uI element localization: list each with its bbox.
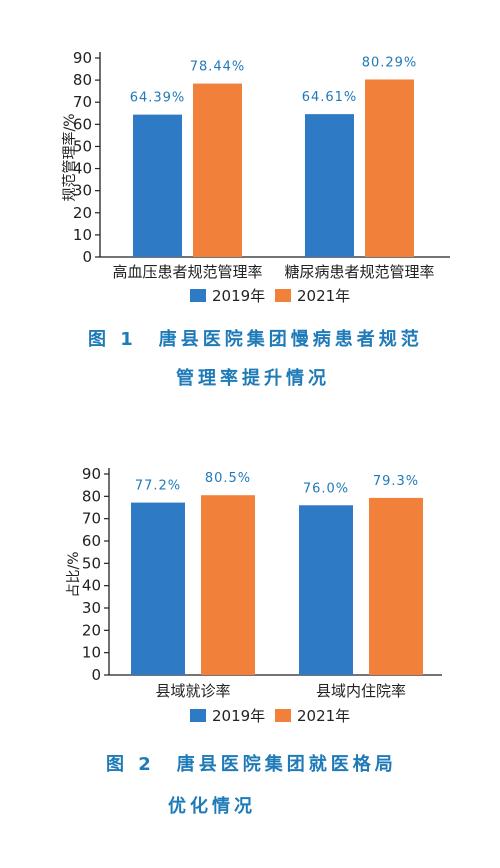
y-tick-label: 60 xyxy=(73,115,92,133)
data-label: 80.29% xyxy=(362,55,418,70)
y-axis-title: 规范管理率/% xyxy=(61,113,78,201)
data-label: 78.44% xyxy=(190,60,246,75)
y-tick-label: 10 xyxy=(82,644,101,662)
data-label: 80.5% xyxy=(205,471,251,486)
legend-swatch xyxy=(275,709,291,722)
figure-1-caption-line-1: 图 1 唐县医院集团慢病患者规范 xyxy=(88,329,423,350)
chart-1: 0 10 20 30 40 50 60 70 80 90 规范管理率/% 64.39% 78.44% 高血… xyxy=(61,49,450,305)
y-tick-label: 40 xyxy=(73,160,92,178)
y-tick-label: 30 xyxy=(73,182,92,200)
y-tick-label: 70 xyxy=(82,510,101,528)
data-label: 76.0% xyxy=(303,481,349,496)
y-tick-label: 60 xyxy=(82,532,101,550)
y-tick-label: 90 xyxy=(82,465,101,483)
bar xyxy=(193,83,242,257)
legend-label: 2019年 xyxy=(212,287,265,305)
y-axis-title: 占比/% xyxy=(66,551,82,597)
legend-label: 2021年 xyxy=(297,707,350,725)
category-label: 高血压患者规范管理率 xyxy=(112,263,262,281)
legend-label: 2019年 xyxy=(212,707,265,725)
category-label: 县域就诊率 xyxy=(155,682,230,700)
figure-1-caption-line-2: 管理率提升情况 xyxy=(176,368,330,389)
y-tick-label: 70 xyxy=(73,93,92,111)
y-tick-label: 0 xyxy=(82,248,92,266)
data-label: 64.61% xyxy=(302,90,358,105)
y-tick-label: 90 xyxy=(73,49,92,67)
y-tick-label: 50 xyxy=(82,554,101,572)
y-tick-label: 80 xyxy=(73,71,92,89)
y-tick-label: 50 xyxy=(73,137,92,155)
y-tick-label: 0 xyxy=(91,666,101,684)
bar xyxy=(131,502,185,675)
y-tick-label: 20 xyxy=(82,621,101,639)
y-tick-label: 80 xyxy=(82,487,101,505)
figure-2-caption-line-2: 优化情况 xyxy=(168,796,256,817)
legend-swatch xyxy=(275,289,291,302)
bar xyxy=(365,79,414,258)
y-tick-label: 20 xyxy=(73,204,92,222)
bar xyxy=(201,495,255,675)
chart-2: 0 10 20 30 40 50 60 70 80 90 占比/% 77.2% 80.5% 县域就诊率 76… xyxy=(66,465,442,725)
bar xyxy=(299,505,353,675)
y-tick-label: 40 xyxy=(82,577,101,595)
bar xyxy=(305,114,354,258)
data-label: 77.2% xyxy=(135,479,181,494)
data-label: 79.3% xyxy=(373,474,419,489)
category-label: 县域内住院率 xyxy=(316,682,406,700)
category-label: 糖尿病患者规范管理率 xyxy=(284,263,434,281)
y-tick-label: 30 xyxy=(82,599,101,617)
legend-swatch xyxy=(190,709,206,722)
bar xyxy=(133,114,182,257)
data-label: 64.39% xyxy=(130,91,186,106)
legend-swatch xyxy=(190,289,206,302)
legend-label: 2021年 xyxy=(297,287,350,305)
y-tick-label: 10 xyxy=(73,226,92,244)
bar xyxy=(369,497,423,675)
figure-2-caption-line-1: 图 2 唐县医院集团就医格局 xyxy=(106,754,397,775)
